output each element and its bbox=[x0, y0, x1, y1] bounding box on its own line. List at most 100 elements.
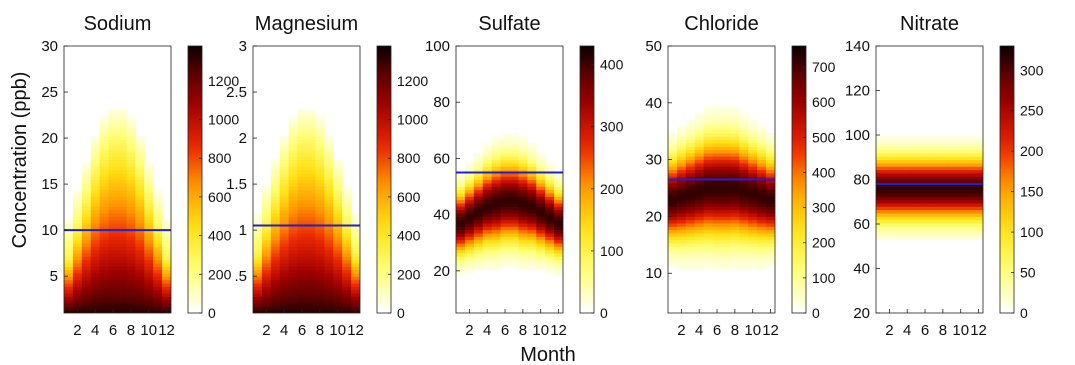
heatmap-cell bbox=[703, 259, 714, 264]
y-tick-label: 120 bbox=[845, 83, 870, 100]
heatmap-cell bbox=[99, 236, 110, 241]
heatmap-cell bbox=[500, 242, 511, 247]
colorbar-tick-label: 1200 bbox=[208, 73, 239, 89]
heatmap-cell bbox=[306, 142, 317, 147]
heatmap-cell bbox=[72, 209, 83, 214]
heatmap-cell bbox=[739, 209, 749, 214]
heatmap-cell bbox=[261, 189, 272, 194]
heatmap-cell bbox=[117, 256, 128, 261]
heatmap-cell bbox=[721, 146, 732, 151]
heatmap-cell bbox=[545, 212, 555, 217]
heatmap-cell bbox=[712, 236, 723, 241]
heatmap-cell bbox=[920, 219, 931, 224]
heatmap-cell bbox=[297, 179, 308, 184]
y-tick-label: 40 bbox=[853, 261, 870, 278]
heatmap-cell bbox=[703, 179, 714, 184]
heatmap-cell bbox=[938, 222, 948, 227]
heatmap-cell bbox=[135, 212, 145, 217]
heatmap-cell bbox=[668, 246, 678, 251]
heatmap-cell bbox=[884, 199, 895, 204]
heatmap-cell bbox=[81, 172, 92, 177]
heatmap-cell bbox=[270, 166, 281, 171]
heatmap-cell bbox=[938, 162, 948, 167]
heatmap-cell bbox=[721, 162, 732, 167]
heatmap-cell bbox=[545, 192, 555, 197]
heatmap-cell bbox=[668, 142, 678, 147]
heatmap-cell bbox=[473, 169, 484, 174]
heatmap-cell bbox=[306, 282, 317, 287]
heatmap-cell bbox=[491, 159, 502, 164]
heatmap-cell bbox=[324, 136, 334, 141]
heatmap-cell bbox=[965, 212, 975, 217]
heatmap-cell bbox=[270, 226, 281, 231]
heatmap-cell bbox=[473, 166, 484, 171]
heatmap-cell bbox=[126, 149, 136, 154]
heatmap-cell bbox=[491, 266, 502, 271]
heatmap-cell bbox=[876, 219, 886, 224]
heatmap-cell bbox=[324, 246, 334, 251]
heatmap-cell bbox=[766, 149, 775, 154]
heatmap-cell bbox=[911, 152, 922, 157]
heatmap-cell bbox=[90, 222, 101, 227]
heatmap-cell bbox=[117, 196, 128, 201]
heatmap-cell bbox=[99, 162, 110, 167]
heatmap-cell bbox=[464, 222, 475, 227]
colorbar-tick-label: 250 bbox=[1020, 103, 1044, 119]
heatmap-cell bbox=[545, 252, 555, 257]
heatmap-cell bbox=[297, 242, 308, 247]
heatmap-cell bbox=[81, 182, 92, 187]
heatmap-cell bbox=[126, 199, 136, 204]
heatmap-cell bbox=[253, 229, 263, 234]
heatmap-cell bbox=[333, 162, 343, 167]
heatmap-cell bbox=[351, 286, 360, 291]
heatmap-cell bbox=[153, 296, 163, 301]
heatmap-cell bbox=[545, 256, 555, 261]
x-tick-label: 6 bbox=[713, 322, 721, 339]
heatmap-cell bbox=[884, 229, 895, 234]
heatmap-cell bbox=[554, 199, 563, 204]
heatmap-cell bbox=[730, 189, 740, 194]
heatmap-cell bbox=[884, 216, 895, 221]
heatmap-cell bbox=[766, 156, 775, 161]
heatmap-cell bbox=[126, 289, 136, 294]
heatmap-cell bbox=[261, 279, 272, 284]
heatmap-cell bbox=[261, 216, 272, 221]
heatmap-cell bbox=[703, 192, 714, 197]
heatmap-cell bbox=[253, 246, 263, 251]
heatmap-cell bbox=[929, 202, 940, 207]
heatmap-cell bbox=[482, 179, 493, 184]
heatmap-cell bbox=[324, 309, 334, 313]
heatmap-cell bbox=[162, 289, 171, 294]
heatmap-cell bbox=[153, 269, 163, 274]
heatmap-cell bbox=[144, 266, 154, 271]
heatmap-cell bbox=[464, 232, 475, 237]
heatmap-cell bbox=[730, 159, 740, 164]
heatmap-cell bbox=[902, 172, 913, 177]
heatmap-cell bbox=[766, 146, 775, 151]
heatmap-cell bbox=[676, 226, 687, 231]
heatmap-cell bbox=[685, 176, 696, 181]
heatmap-cell bbox=[315, 296, 325, 301]
x-tick-label: 8 bbox=[127, 322, 135, 339]
heatmap-cell bbox=[554, 189, 563, 194]
heatmap-cell bbox=[766, 159, 775, 164]
heatmap-cell bbox=[694, 156, 705, 161]
heatmap-cell bbox=[491, 162, 502, 167]
heatmap-cell bbox=[509, 219, 520, 224]
heatmap-cell bbox=[90, 292, 101, 297]
heatmap-cell bbox=[676, 179, 687, 184]
heatmap-cell bbox=[730, 242, 740, 247]
heatmap-cell bbox=[90, 142, 101, 147]
heatmap-cell bbox=[730, 256, 740, 261]
heatmap-cell bbox=[253, 289, 263, 294]
heatmap-cell bbox=[81, 179, 92, 184]
heatmap-cell bbox=[108, 156, 119, 161]
heatmap-cell bbox=[324, 156, 334, 161]
heatmap-cell bbox=[144, 219, 154, 224]
heatmap-cell bbox=[279, 186, 290, 191]
heatmap-cell bbox=[694, 149, 705, 154]
heatmap-cell bbox=[306, 236, 317, 241]
heatmap-cell bbox=[703, 146, 714, 151]
heatmap-cell bbox=[324, 289, 334, 294]
heatmap-cell bbox=[902, 142, 913, 147]
